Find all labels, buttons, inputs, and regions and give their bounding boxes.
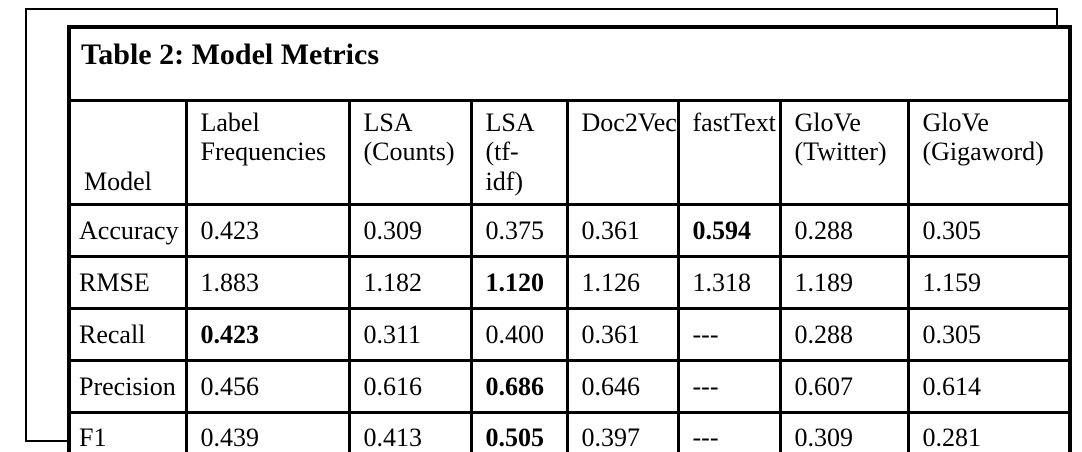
value-cell: 0.439 — [184, 411, 351, 452]
table-row-f1: F1 0.439 0.413 0.505 0.397 --- 0.309 0.281 — [67, 411, 1072, 452]
table-row-accuracy: Accuracy 0.423 0.309 0.375 0.361 0.594 0.288 0.… — [67, 203, 1072, 259]
value-cell: 0.423 — [184, 203, 351, 259]
value-cell: 0.456 — [184, 359, 351, 415]
value-cell: 1.126 — [565, 255, 680, 311]
column-header-lsa-counts: LSA (Counts) — [347, 98, 473, 207]
value-cell: 0.646 — [565, 359, 680, 415]
value-cell: 0.400 — [469, 307, 569, 363]
value-cell: 0.281 — [906, 411, 1072, 452]
column-header-glove-twitter: GloVe (Twitter) — [778, 98, 910, 207]
value-cell: 1.120 — [469, 255, 569, 311]
column-header-doc2vec: Doc2Vec — [565, 98, 680, 207]
value-cell: 0.305 — [906, 307, 1072, 363]
table-row-rmse: RMSE 1.883 1.182 1.120 1.126 1.318 1.189 1.159 — [67, 255, 1072, 311]
row-label-f1: F1 — [67, 411, 188, 452]
value-cell: 0.288 — [778, 203, 910, 259]
value-cell: 0.614 — [906, 359, 1072, 415]
value-cell: --- — [676, 411, 782, 452]
row-label-accuracy: Accuracy — [67, 203, 188, 259]
value-cell: 0.607 — [778, 359, 910, 415]
value-cell: 1.883 — [184, 255, 351, 311]
value-cell: 0.361 — [565, 203, 680, 259]
column-header-label-frequencies: Label Frequencies — [184, 98, 351, 207]
value-cell: 1.182 — [347, 255, 473, 311]
table-header-row: Model Label Frequencies LSA (Counts) LSA (… — [67, 98, 1072, 207]
table-row-precision: Precision 0.456 0.616 0.686 0.646 --- 0.607 0.6… — [67, 359, 1072, 415]
value-cell: 0.311 — [347, 307, 473, 363]
value-cell: 1.159 — [906, 255, 1072, 311]
column-header-glove-gigaword: GloVe (Gigaword) — [906, 98, 1072, 207]
table-title-row: Table 2: Model Metrics — [67, 25, 1072, 102]
outer-frame: Table 2: Model Metrics Model Label Frequ… — [25, 8, 1072, 452]
row-label-recall: Recall — [67, 307, 188, 363]
column-header-lsa-tf-idf: LSA (tf-idf) — [469, 98, 569, 207]
column-header-fasttext: fastText — [676, 98, 782, 207]
value-cell: 0.305 — [906, 203, 1072, 259]
value-cell: 0.594 — [676, 203, 782, 259]
value-cell: 0.616 — [347, 359, 473, 415]
value-cell: 0.288 — [778, 307, 910, 363]
value-cell: 1.318 — [676, 255, 782, 311]
row-label-rmse: RMSE — [67, 255, 188, 311]
value-cell: 0.423 — [184, 307, 351, 363]
column-header-model: Model — [67, 98, 188, 207]
value-cell: 0.686 — [469, 359, 569, 415]
value-cell: 0.361 — [565, 307, 680, 363]
table-row-recall: Recall 0.423 0.311 0.400 0.361 --- 0.288 0.305 — [67, 307, 1072, 363]
value-cell: 0.413 — [347, 411, 473, 452]
value-cell: 0.375 — [469, 203, 569, 259]
value-cell: 0.397 — [565, 411, 680, 452]
model-metrics-table: Table 2: Model Metrics Model Label Frequ… — [67, 25, 1072, 452]
table-title: Table 2: Model Metrics — [67, 25, 1072, 102]
value-cell: --- — [676, 359, 782, 415]
value-cell: 0.309 — [347, 203, 473, 259]
value-cell: 0.309 — [778, 411, 910, 452]
row-label-precision: Precision — [67, 359, 188, 415]
value-cell: 0.505 — [469, 411, 569, 452]
value-cell: 1.189 — [778, 255, 910, 311]
value-cell: --- — [676, 307, 782, 363]
